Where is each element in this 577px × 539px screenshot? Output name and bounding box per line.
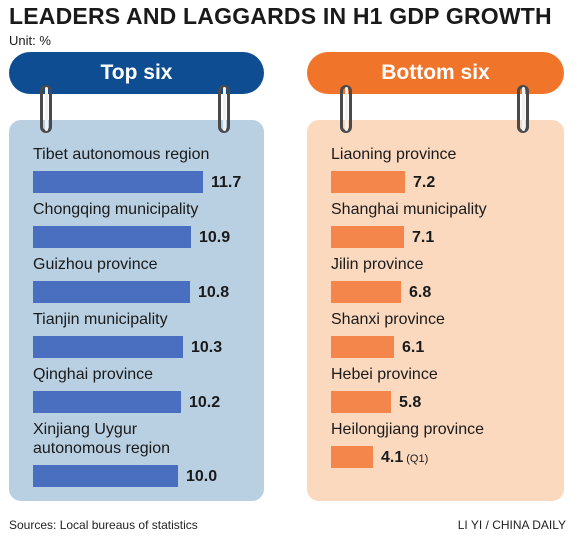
bar-category-label: Tibet autonomous region bbox=[33, 146, 210, 163]
bar-value-number: 10.0 bbox=[186, 468, 218, 485]
bar-category-label: Hebei province bbox=[331, 366, 438, 383]
bar bbox=[33, 391, 181, 413]
bar-value-label: 10.8 bbox=[198, 282, 229, 304]
bar-value-label: 7.1 bbox=[412, 227, 434, 249]
unit-label: Unit: % bbox=[9, 33, 51, 48]
bar-value-number: 5.8 bbox=[399, 394, 422, 411]
credit: LI YI / CHINA DAILY bbox=[457, 518, 566, 532]
bar-value-number: 10.3 bbox=[191, 339, 223, 356]
bar-value-label: 6.1 bbox=[402, 337, 424, 359]
bar bbox=[331, 336, 394, 358]
bar-category-label: Guizhou province bbox=[33, 256, 158, 273]
bar-category-label: Tianjin municipality bbox=[33, 311, 168, 328]
bar bbox=[331, 281, 401, 303]
chart-title: LEADERS AND LAGGARDS IN H1 GDP GROWTH bbox=[9, 3, 552, 29]
bar bbox=[331, 171, 405, 193]
bar-category-label: autonomous region bbox=[33, 440, 170, 457]
binder-ring-icon bbox=[218, 85, 230, 133]
bar-value-number: 7.2 bbox=[413, 174, 436, 191]
bar bbox=[33, 171, 203, 193]
bar-value-number: 10.8 bbox=[198, 284, 230, 301]
bar bbox=[331, 226, 404, 248]
bar bbox=[331, 446, 373, 468]
bar-value-number: 10.2 bbox=[189, 394, 221, 411]
binder-ring-icon bbox=[517, 85, 529, 133]
source-note: Sources: Local bureaus of statistics bbox=[9, 518, 198, 532]
bar-category-label: Qinghai province bbox=[33, 366, 154, 383]
bar-value-label: 10.0 bbox=[186, 466, 217, 488]
bar-category-label: Shanxi province bbox=[331, 311, 445, 328]
bar-value-number: 10.9 bbox=[199, 229, 231, 246]
bar-value-label: 11.7 bbox=[211, 172, 241, 194]
bar bbox=[33, 465, 178, 487]
bar-value-note: (Q1) bbox=[406, 453, 429, 465]
bar-value-label: 6.8 bbox=[409, 282, 431, 304]
bar-value-label: 4.1 (Q1) bbox=[381, 447, 428, 470]
bar-value-number: 4.1 bbox=[381, 449, 404, 466]
bar-value-label: 10.2 bbox=[189, 392, 220, 414]
bar-value-number: 6.1 bbox=[402, 339, 425, 356]
bar-category-label: Heilongjiang province bbox=[331, 421, 484, 438]
bar-category-label: Chongqing municipality bbox=[33, 201, 199, 218]
bar-value-label: 7.2 bbox=[413, 172, 435, 194]
bar bbox=[33, 226, 191, 248]
bar-value-number: 7.1 bbox=[412, 229, 435, 246]
bar bbox=[33, 336, 183, 358]
bar bbox=[33, 281, 190, 303]
bar-category-label: Xinjiang Uygur bbox=[33, 421, 138, 438]
bar-category-label: Jilin province bbox=[331, 256, 424, 273]
bar bbox=[331, 391, 391, 413]
bar-category-label: Liaoning province bbox=[331, 146, 457, 163]
bar-value-number: 11.7 bbox=[211, 174, 242, 191]
bar-category-label: Shanghai municipality bbox=[331, 201, 487, 218]
bar-value-label: 10.3 bbox=[191, 337, 222, 359]
binder-ring-icon bbox=[40, 85, 52, 133]
bar-value-label: 5.8 bbox=[399, 392, 421, 414]
bar-value-number: 6.8 bbox=[409, 284, 432, 301]
binder-ring-icon bbox=[340, 85, 352, 133]
bar-value-label: 10.9 bbox=[199, 227, 230, 249]
